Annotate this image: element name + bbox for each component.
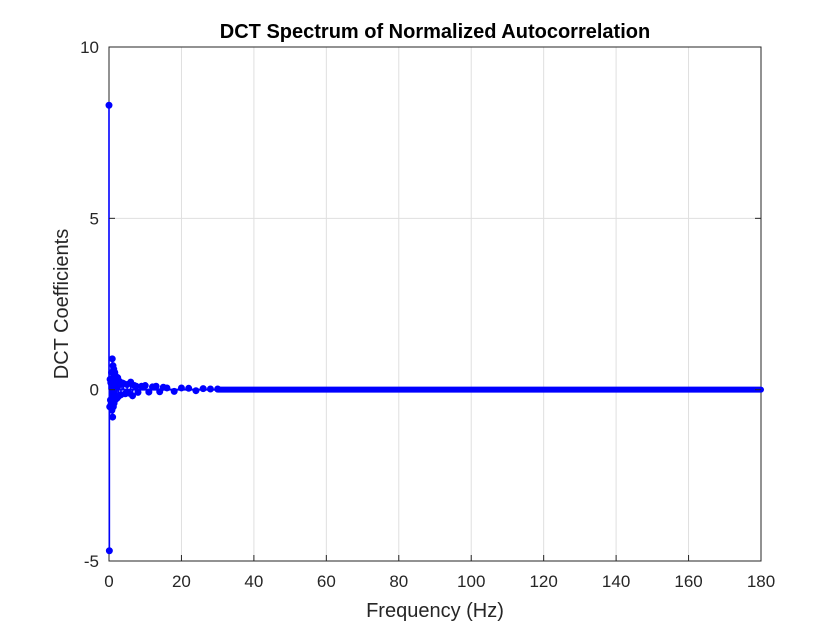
- stem-marker: [105, 547, 113, 555]
- stem-marker: [105, 101, 113, 109]
- y-tick-label: -5: [84, 552, 99, 571]
- x-axis-label: Frequency (Hz): [366, 600, 504, 622]
- stem-marker: [192, 387, 200, 395]
- x-tick-label: 40: [244, 572, 263, 591]
- stem-marker: [108, 355, 116, 363]
- stem-marker: [145, 388, 153, 396]
- stem-marker: [199, 385, 207, 393]
- stem-marker: [152, 382, 160, 390]
- x-tick-label: 60: [317, 572, 336, 591]
- stem-marker: [177, 384, 185, 392]
- x-tick-labels: 0 20 40 60 80 100 120 140 160 180: [104, 572, 775, 591]
- y-tick-label: 5: [90, 209, 99, 228]
- stem-marker: [206, 385, 214, 393]
- stem-marker: [129, 392, 137, 400]
- x-tick-label: 0: [104, 572, 113, 591]
- x-tick-label: 100: [457, 572, 485, 591]
- stem-marker: [156, 388, 164, 396]
- stem-marker: [134, 388, 142, 396]
- x-tick-label: 180: [747, 572, 775, 591]
- x-tick-label: 120: [529, 572, 557, 591]
- y-tick-labels: -5 0 5 10: [80, 38, 99, 571]
- x-tick-label: 20: [172, 572, 191, 591]
- stem-marker: [170, 387, 178, 395]
- chart-title: DCT Spectrum of Normalized Autocorrelati…: [220, 21, 650, 43]
- stem-marker: [185, 384, 193, 392]
- x-tick-label: 140: [602, 572, 630, 591]
- stem-marker: [163, 384, 171, 392]
- tick-marks: [108, 46, 762, 562]
- stem-marker: [109, 413, 117, 421]
- x-tick-label: 160: [674, 572, 702, 591]
- stem-marker: [214, 385, 222, 393]
- stem-marker: [141, 382, 149, 390]
- y-tick-label: 10: [80, 38, 99, 57]
- y-tick-label: 0: [90, 381, 99, 400]
- y-axis-label: DCT Coefficients: [51, 229, 73, 379]
- x-tick-label: 80: [389, 572, 408, 591]
- data-series: [105, 101, 764, 555]
